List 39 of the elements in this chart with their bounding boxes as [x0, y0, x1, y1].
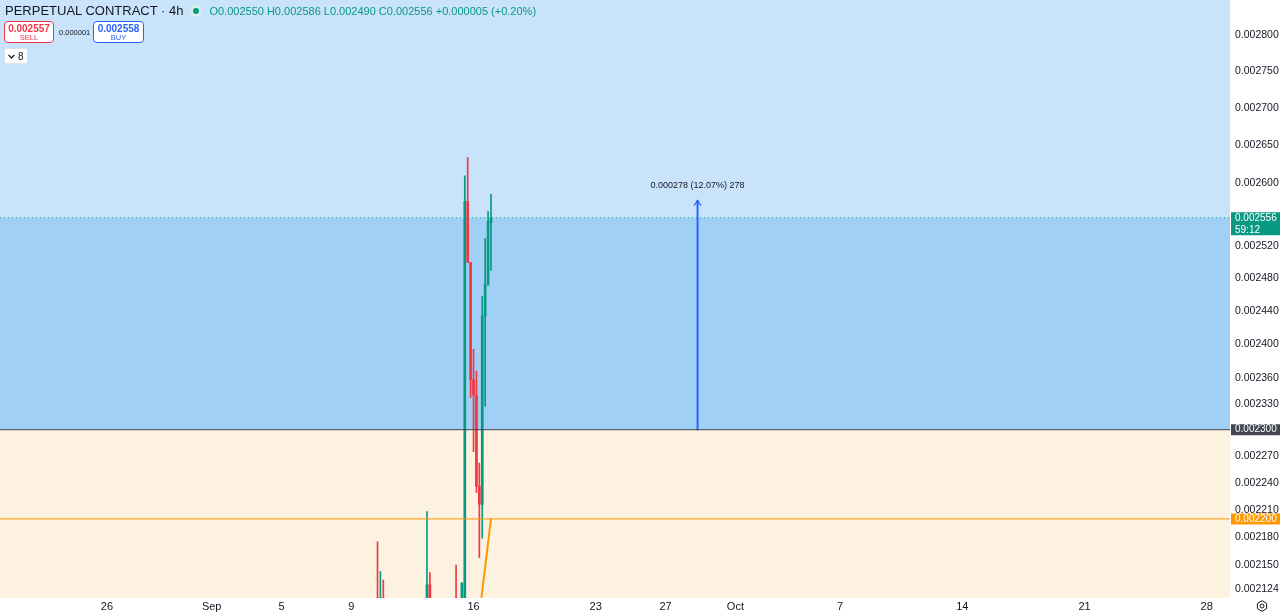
y-tick-label: 0.002600 — [1235, 176, 1279, 189]
y-tick-label: 0.002150 — [1235, 557, 1279, 570]
x-tick-label: 21 — [1078, 599, 1091, 612]
x-tick-label: Sep — [201, 599, 222, 612]
y-tick-label: 0.002400 — [1235, 337, 1279, 350]
y-tick-label: 0.002800 — [1235, 27, 1279, 40]
text: O0.002550 H0.002586 L0.002490 C0.002556 +0.000005 (+0.20%) — [209, 4, 537, 17]
y-tick-label: 0.002124 — [1235, 582, 1279, 595]
y-tick-label: 0.002210 — [1235, 502, 1279, 515]
annotation: 0.002557 — [7, 23, 51, 34]
x-tick-label: 26 — [100, 599, 114, 612]
y-tick-label: 0.002700 — [1235, 100, 1279, 113]
x-tick-label: 27 — [659, 599, 672, 612]
x-tick-label: 5 — [278, 599, 285, 612]
annotation: 0.000278 (12.07%) 278 — [650, 180, 745, 191]
x-tick-label: 16 — [467, 599, 480, 612]
y-tick-label: 0.002270 — [1235, 448, 1279, 461]
y-tick-label: 0.002520 — [1235, 239, 1279, 252]
ref-line-label: 0.002300 — [1235, 423, 1278, 435]
x-tick-label: 7 — [837, 599, 844, 612]
y-tick-label: 0.002180 — [1235, 530, 1279, 543]
y-tick-label: 0.002240 — [1235, 475, 1279, 488]
x-tick-label: 14 — [956, 599, 969, 612]
y-tick-label: 0.002480 — [1235, 271, 1279, 284]
y-tick-label: 0.002750 — [1235, 63, 1279, 76]
chart-title: PERPETUAL CONTRACT · 4h — [5, 3, 184, 18]
ref-line-label: 0.002200 — [1235, 512, 1278, 524]
x-tick-label: 28 — [1200, 599, 1213, 612]
ref-line-label: 0.002556 59:12 — [1235, 211, 1278, 235]
y-tick-label: 0.002440 — [1235, 303, 1279, 316]
y-tick-label: 0.002650 — [1235, 138, 1279, 151]
x-tick-label: Oct — [726, 599, 744, 612]
x-tick-label: 9 — [348, 599, 355, 612]
y-tick-label: 0.002330 — [1235, 396, 1279, 409]
y-tick-label: 0.002360 — [1235, 370, 1279, 383]
x-tick-label: 23 — [589, 599, 602, 612]
dropdown-button: 8 — [4, 48, 28, 64]
annotation: 0.002558 — [96, 23, 141, 34]
annotation: 8 — [18, 50, 24, 62]
